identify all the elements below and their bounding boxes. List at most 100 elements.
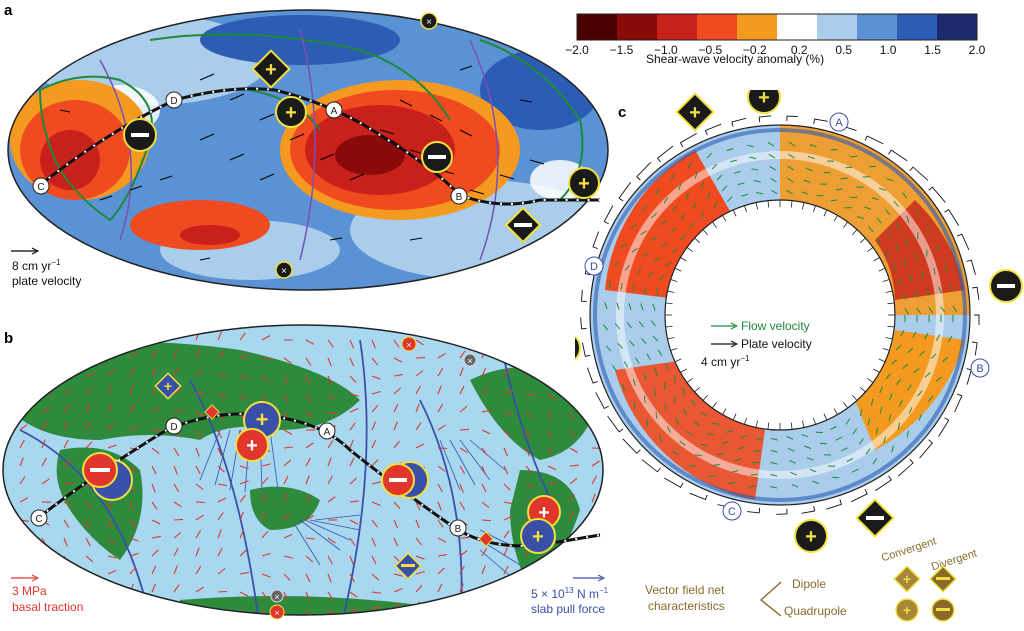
traction-arrow: [327, 375, 333, 385]
traction-arrow: [371, 439, 377, 449]
plate-velocity-arrow: [595, 392, 609, 410]
traction-arrow: [129, 404, 136, 413]
inner-tick: [878, 267, 886, 272]
flow-arrow: [767, 141, 775, 147]
traction-arrow: [415, 555, 425, 560]
traction-arrow: [283, 375, 289, 385]
traction-arrow: [85, 386, 93, 395]
colorbar-tick-label: −1.5: [610, 43, 634, 57]
plate-velocity-arrow: [850, 489, 868, 503]
flow-arrow: [671, 248, 678, 253]
traction-arrow: [129, 351, 138, 359]
flow-arrow: [700, 211, 705, 219]
flow-arrow: [906, 215, 910, 223]
flow-arrow: [787, 165, 795, 171]
inner-tick: [694, 386, 701, 393]
flow-arrow: [706, 433, 714, 436]
flow-arrow: [841, 447, 848, 452]
plate-velocity-scale-value: 8 cm yr−1: [12, 258, 61, 273]
flow-arrow: [769, 165, 776, 171]
plate-velocity-arrow: [909, 166, 929, 181]
traction-arrow: [437, 483, 443, 493]
traction-arrow: [503, 465, 509, 475]
traction-arrow: [547, 447, 554, 456]
traction-arrow: [283, 573, 291, 581]
traction-arrow: [85, 537, 91, 547]
traction-arrow: [349, 375, 357, 383]
traction-arrow: [525, 447, 531, 457]
flow-arrow: [786, 177, 794, 183]
flow-arrow: [875, 427, 879, 435]
traction-arrow: [591, 460, 600, 467]
flow-arrow: [730, 159, 738, 163]
traction-arrow: [151, 549, 159, 557]
flow-arrow: [804, 445, 811, 449]
colorbar-cell: [897, 14, 938, 40]
colorbar-tick-label: −0.5: [698, 43, 722, 57]
flow-legend-label: Flow velocity: [741, 319, 810, 333]
traction-arrow: [107, 569, 117, 575]
traction-arrow: [349, 573, 355, 583]
flow-arrow: [728, 481, 736, 485]
traction-arrow: [503, 547, 508, 557]
flow-arrow: [770, 438, 778, 441]
flow-arrow: [938, 286, 942, 294]
traction-arrow: [503, 515, 513, 521]
plate-velocity-arrow: [826, 499, 842, 510]
svg-text:D: D: [590, 261, 598, 273]
flow-arrow: [650, 320, 656, 327]
flow-arrow: [914, 290, 919, 298]
traction-arrow: [151, 535, 161, 539]
traction-arrow: [305, 573, 311, 583]
inner-tick: [859, 237, 866, 244]
traction-arrow: [107, 555, 117, 559]
traction-arrow: [107, 444, 117, 449]
traction-arrow: [261, 493, 267, 503]
svg-text:+: +: [246, 435, 258, 457]
flow-arrow: [879, 386, 883, 394]
traction-arrow: [217, 465, 225, 473]
traction-arrow: [217, 350, 225, 359]
traction-arrow: [85, 501, 92, 510]
traction-arrow: [569, 447, 578, 454]
traction-arrow: [327, 339, 334, 348]
plate-velocity-arrow: [581, 342, 591, 357]
traction-arrow: [63, 389, 73, 395]
traction-arrow: [19, 497, 29, 503]
traction-arrow: [283, 357, 292, 364]
flow-arrow: [685, 192, 690, 200]
plate-velocity-arrow: [618, 182, 631, 202]
panel-a-letter: a: [4, 2, 13, 19]
inner-tick: [885, 337, 893, 340]
traction-arrow: [503, 390, 513, 395]
flow-arrow: [902, 293, 907, 300]
traction-arrow: [305, 357, 312, 366]
inner-tick: [722, 215, 727, 222]
flow-arrow: [898, 400, 903, 408]
traction-arrow: [195, 566, 202, 575]
traction-arrow: [459, 385, 465, 395]
flow-arrow: [856, 216, 864, 220]
traction-arrow: [547, 429, 552, 439]
svg-text:+: +: [903, 571, 911, 587]
flow-arrow: [737, 446, 745, 450]
flow-arrow: [807, 155, 815, 160]
flow-arrow: [755, 191, 764, 195]
flow-arrow: [716, 174, 723, 181]
panel-c-annulus: [580, 115, 980, 515]
flow-arrow: [790, 471, 798, 476]
plate-velocity-arrow: [580, 317, 587, 330]
flow-arrow: [693, 421, 700, 427]
traction-arrow: [305, 375, 310, 385]
inner-tick: [823, 209, 828, 217]
traction-arrow: [371, 555, 377, 565]
flow-arrow: [753, 450, 761, 452]
colorbar-tick-label: 1.5: [924, 43, 941, 57]
flow-arrow: [770, 486, 778, 489]
traction-arrow: [129, 537, 139, 542]
traction-arrow: [41, 478, 50, 485]
flow-arrow: [904, 259, 906, 267]
point-c-marker-a: C: [32, 177, 50, 195]
flow-arrow: [933, 267, 936, 275]
inner-tick: [744, 417, 748, 425]
